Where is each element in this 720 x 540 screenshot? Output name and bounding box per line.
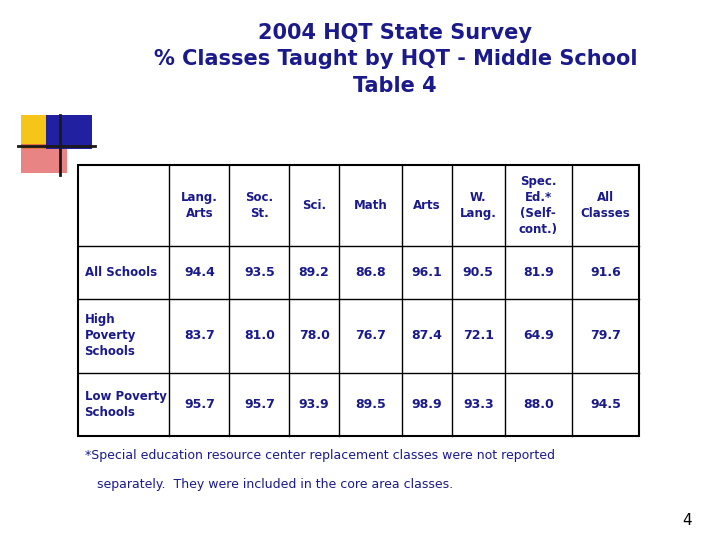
- Text: *Special education resource center replacement classes were not reported: *Special education resource center repla…: [85, 449, 554, 462]
- Text: All
Classes: All Classes: [580, 191, 630, 220]
- Text: 89.2: 89.2: [299, 266, 330, 279]
- Text: 87.4: 87.4: [412, 329, 443, 342]
- Text: 90.5: 90.5: [463, 266, 494, 279]
- Bar: [46, 115, 91, 149]
- Text: 64.9: 64.9: [523, 329, 554, 342]
- Bar: [21, 144, 67, 173]
- Text: 96.1: 96.1: [412, 266, 443, 279]
- Text: Low Poverty
Schools: Low Poverty Schools: [85, 390, 166, 418]
- Bar: [21, 115, 67, 149]
- Text: 86.8: 86.8: [355, 266, 386, 279]
- Text: 91.6: 91.6: [590, 266, 621, 279]
- Text: Arts: Arts: [413, 199, 441, 212]
- Text: 76.7: 76.7: [355, 329, 386, 342]
- Text: 79.7: 79.7: [590, 329, 621, 342]
- Text: 93.9: 93.9: [299, 397, 330, 410]
- Text: W.
Lang.: W. Lang.: [460, 191, 497, 220]
- Text: separately.  They were included in the core area classes.: separately. They were included in the co…: [85, 478, 453, 491]
- Text: Sci.: Sci.: [302, 199, 326, 212]
- Text: 2004 HQT State Survey
% Classes Taught by HQT - Middle School
Table 4: 2004 HQT State Survey % Classes Taught b…: [153, 23, 637, 96]
- Text: 89.5: 89.5: [355, 397, 386, 410]
- Text: 95.7: 95.7: [184, 397, 215, 410]
- Text: All Schools: All Schools: [85, 266, 157, 279]
- Text: 72.1: 72.1: [463, 329, 494, 342]
- Text: Spec.
Ed.*
(Self-
cont.): Spec. Ed.* (Self- cont.): [519, 175, 558, 236]
- Text: 98.9: 98.9: [412, 397, 442, 410]
- Text: Soc.
St.: Soc. St.: [246, 191, 274, 220]
- Text: 93.5: 93.5: [244, 266, 275, 279]
- Text: 95.7: 95.7: [244, 397, 275, 410]
- Text: 93.3: 93.3: [463, 397, 494, 410]
- Text: 81.9: 81.9: [523, 266, 554, 279]
- Text: 88.0: 88.0: [523, 397, 554, 410]
- Text: 4: 4: [683, 513, 692, 528]
- Text: High
Poverty
Schools: High Poverty Schools: [85, 313, 136, 358]
- Text: 83.7: 83.7: [184, 329, 215, 342]
- Text: 81.0: 81.0: [244, 329, 275, 342]
- Text: 78.0: 78.0: [299, 329, 330, 342]
- Text: 94.4: 94.4: [184, 266, 215, 279]
- Text: Math: Math: [354, 199, 387, 212]
- Text: Lang.
Arts: Lang. Arts: [181, 191, 217, 220]
- Text: 94.5: 94.5: [590, 397, 621, 410]
